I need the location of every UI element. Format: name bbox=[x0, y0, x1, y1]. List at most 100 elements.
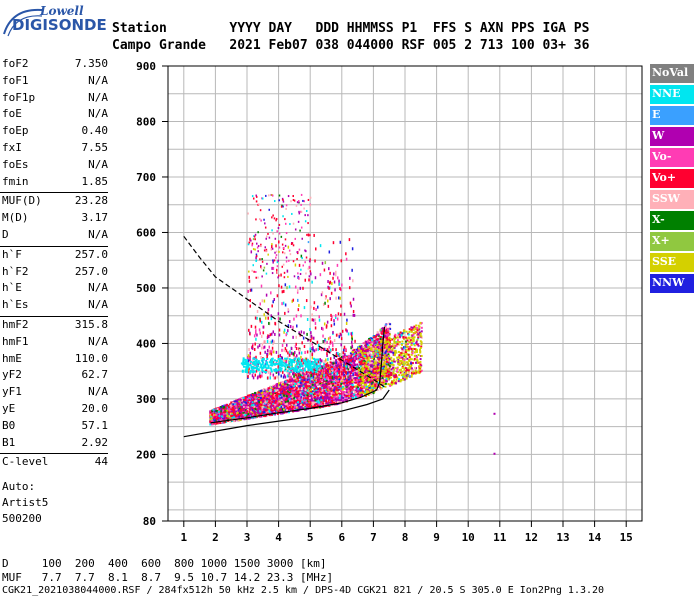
echo-point bbox=[385, 331, 388, 334]
echo-point bbox=[353, 393, 356, 396]
echo-point bbox=[379, 378, 382, 381]
echo-point bbox=[313, 388, 316, 391]
echo-point bbox=[385, 328, 388, 331]
echo-point bbox=[354, 364, 357, 367]
parameter-value: 257.0 bbox=[74, 247, 108, 261]
echo-point bbox=[310, 370, 313, 373]
echo-point bbox=[279, 383, 282, 386]
echo-point bbox=[344, 375, 347, 378]
echo-point bbox=[315, 385, 318, 388]
echo-point bbox=[273, 413, 276, 416]
echo-point bbox=[346, 389, 349, 392]
parameter-row: MUF(D) 23.28 bbox=[2, 194, 108, 210]
echo-point bbox=[266, 397, 269, 400]
parameter-separator bbox=[0, 316, 108, 317]
echo-point bbox=[299, 393, 302, 396]
echo-point bbox=[284, 380, 287, 383]
echo-point bbox=[389, 367, 392, 370]
echo-point bbox=[251, 408, 254, 411]
echo-point bbox=[278, 382, 281, 385]
echo-point bbox=[325, 385, 328, 388]
echo-point bbox=[329, 385, 332, 388]
echo-point bbox=[242, 402, 245, 405]
echo-point bbox=[346, 399, 349, 402]
echo-point bbox=[369, 349, 372, 352]
parameter-label: h`F2 bbox=[2, 264, 29, 278]
logo-maker: Lowell bbox=[40, 4, 84, 18]
echo-point bbox=[332, 380, 335, 383]
echo-point bbox=[287, 411, 290, 414]
echo-point bbox=[263, 392, 266, 395]
echo-point bbox=[357, 371, 360, 374]
echo-point bbox=[339, 399, 342, 402]
echo-point bbox=[303, 397, 306, 400]
echo-point bbox=[321, 375, 324, 378]
echo-point bbox=[340, 359, 343, 362]
echo-point bbox=[346, 381, 349, 384]
echo-point bbox=[238, 407, 241, 410]
echo-point bbox=[349, 381, 352, 384]
echo-point bbox=[279, 397, 282, 400]
echo-point bbox=[386, 350, 389, 353]
echo-point bbox=[376, 331, 379, 334]
echo-point bbox=[282, 392, 285, 395]
echo-point bbox=[317, 378, 320, 381]
echo-point bbox=[377, 358, 380, 361]
echo-point bbox=[343, 385, 346, 388]
echo-point bbox=[299, 408, 302, 411]
echo-point bbox=[286, 391, 289, 394]
echo-point bbox=[250, 416, 253, 419]
echo-point bbox=[306, 399, 309, 402]
echo-point bbox=[328, 387, 331, 390]
echo-point bbox=[307, 389, 310, 392]
echo-point bbox=[332, 397, 335, 400]
echo-point bbox=[322, 365, 325, 368]
echo-point bbox=[371, 360, 374, 363]
echo-point bbox=[276, 393, 279, 396]
echo-point bbox=[287, 390, 290, 393]
echo-point bbox=[357, 395, 360, 398]
echo-point bbox=[292, 383, 295, 386]
echo-point bbox=[335, 400, 338, 403]
echo-point bbox=[268, 413, 271, 416]
echo-point bbox=[253, 402, 256, 405]
echo-point bbox=[276, 411, 279, 414]
echo-point bbox=[328, 382, 331, 385]
parameter-row: C-level 44 bbox=[2, 455, 108, 471]
echo-point bbox=[209, 413, 212, 416]
echo-point bbox=[293, 393, 296, 396]
echo-point bbox=[307, 385, 310, 388]
echo-point bbox=[224, 415, 227, 418]
echo-point bbox=[238, 416, 241, 419]
echo-point bbox=[357, 370, 360, 373]
echo-point bbox=[230, 407, 233, 410]
echo-point bbox=[261, 393, 264, 396]
parameter-label: foF1p bbox=[2, 90, 36, 104]
echo-point bbox=[317, 389, 320, 392]
echo-point bbox=[374, 341, 377, 344]
echo-point bbox=[228, 420, 231, 423]
echo-point bbox=[325, 384, 328, 387]
echo-point bbox=[340, 380, 343, 383]
echo-point bbox=[353, 374, 356, 377]
echo-point bbox=[222, 409, 225, 412]
echo-point bbox=[357, 346, 360, 349]
echo-point bbox=[343, 373, 346, 376]
parameter-row: foF2 7.350 bbox=[2, 57, 108, 73]
echo-point bbox=[254, 416, 257, 419]
echo-point bbox=[317, 371, 320, 374]
echo-point bbox=[355, 354, 358, 357]
echo-point bbox=[318, 392, 321, 395]
echo-point bbox=[287, 380, 290, 383]
echo-point bbox=[313, 393, 316, 396]
echo-point bbox=[330, 396, 333, 399]
echo-point bbox=[263, 404, 266, 407]
echo-point bbox=[347, 381, 350, 384]
echo-point bbox=[233, 406, 236, 409]
echo-point bbox=[233, 410, 236, 413]
echo-point bbox=[310, 389, 313, 392]
echo-point bbox=[288, 389, 291, 392]
echo-point bbox=[236, 409, 239, 412]
echo-point bbox=[272, 403, 275, 406]
echo-point bbox=[374, 382, 377, 385]
